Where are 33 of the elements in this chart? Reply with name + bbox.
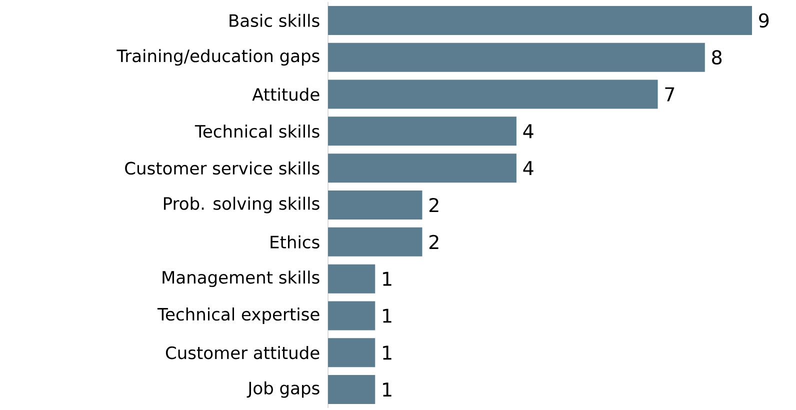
bar: [328, 42, 705, 72]
bar: [328, 301, 376, 330]
data-label: 1: [383, 308, 392, 323]
y-tick-label: Technical expertise: [157, 308, 320, 324]
y-tick-label: Prob. solving skills: [164, 196, 320, 214]
data-label: 2: [429, 234, 438, 249]
y-tick-label: Basic skills: [230, 14, 320, 28]
data-label: 1: [383, 272, 392, 286]
y-tick-label: Attitude: [252, 88, 320, 101]
data-label: 4: [523, 124, 534, 138]
data-label: 9: [759, 13, 769, 28]
data-label: 8: [712, 50, 722, 65]
bar: [328, 190, 422, 220]
data-label: 7: [665, 87, 674, 102]
bar: [328, 227, 422, 256]
data-label: 4: [523, 161, 534, 176]
y-tick-label: Job gaps: [246, 381, 320, 398]
bar: [328, 6, 752, 35]
data-label: 1: [383, 346, 392, 360]
bar: [328, 338, 376, 368]
bar: [328, 264, 376, 294]
y-tick-label: Customer service skills: [125, 162, 320, 175]
data-label: 1: [383, 382, 392, 396]
bar: [328, 116, 516, 146]
data-label: 2: [429, 198, 438, 212]
bar: [328, 80, 658, 109]
y-tick-label: Technical skills: [194, 124, 320, 138]
y-tick-label: Training/education gaps: [116, 49, 320, 66]
bar: [328, 154, 516, 183]
y-tick-label: Management skills: [162, 270, 320, 288]
y-tick-label: Ethics: [270, 235, 320, 248]
bar: [328, 375, 376, 404]
y-tick-label: Customer attitude: [166, 346, 320, 360]
